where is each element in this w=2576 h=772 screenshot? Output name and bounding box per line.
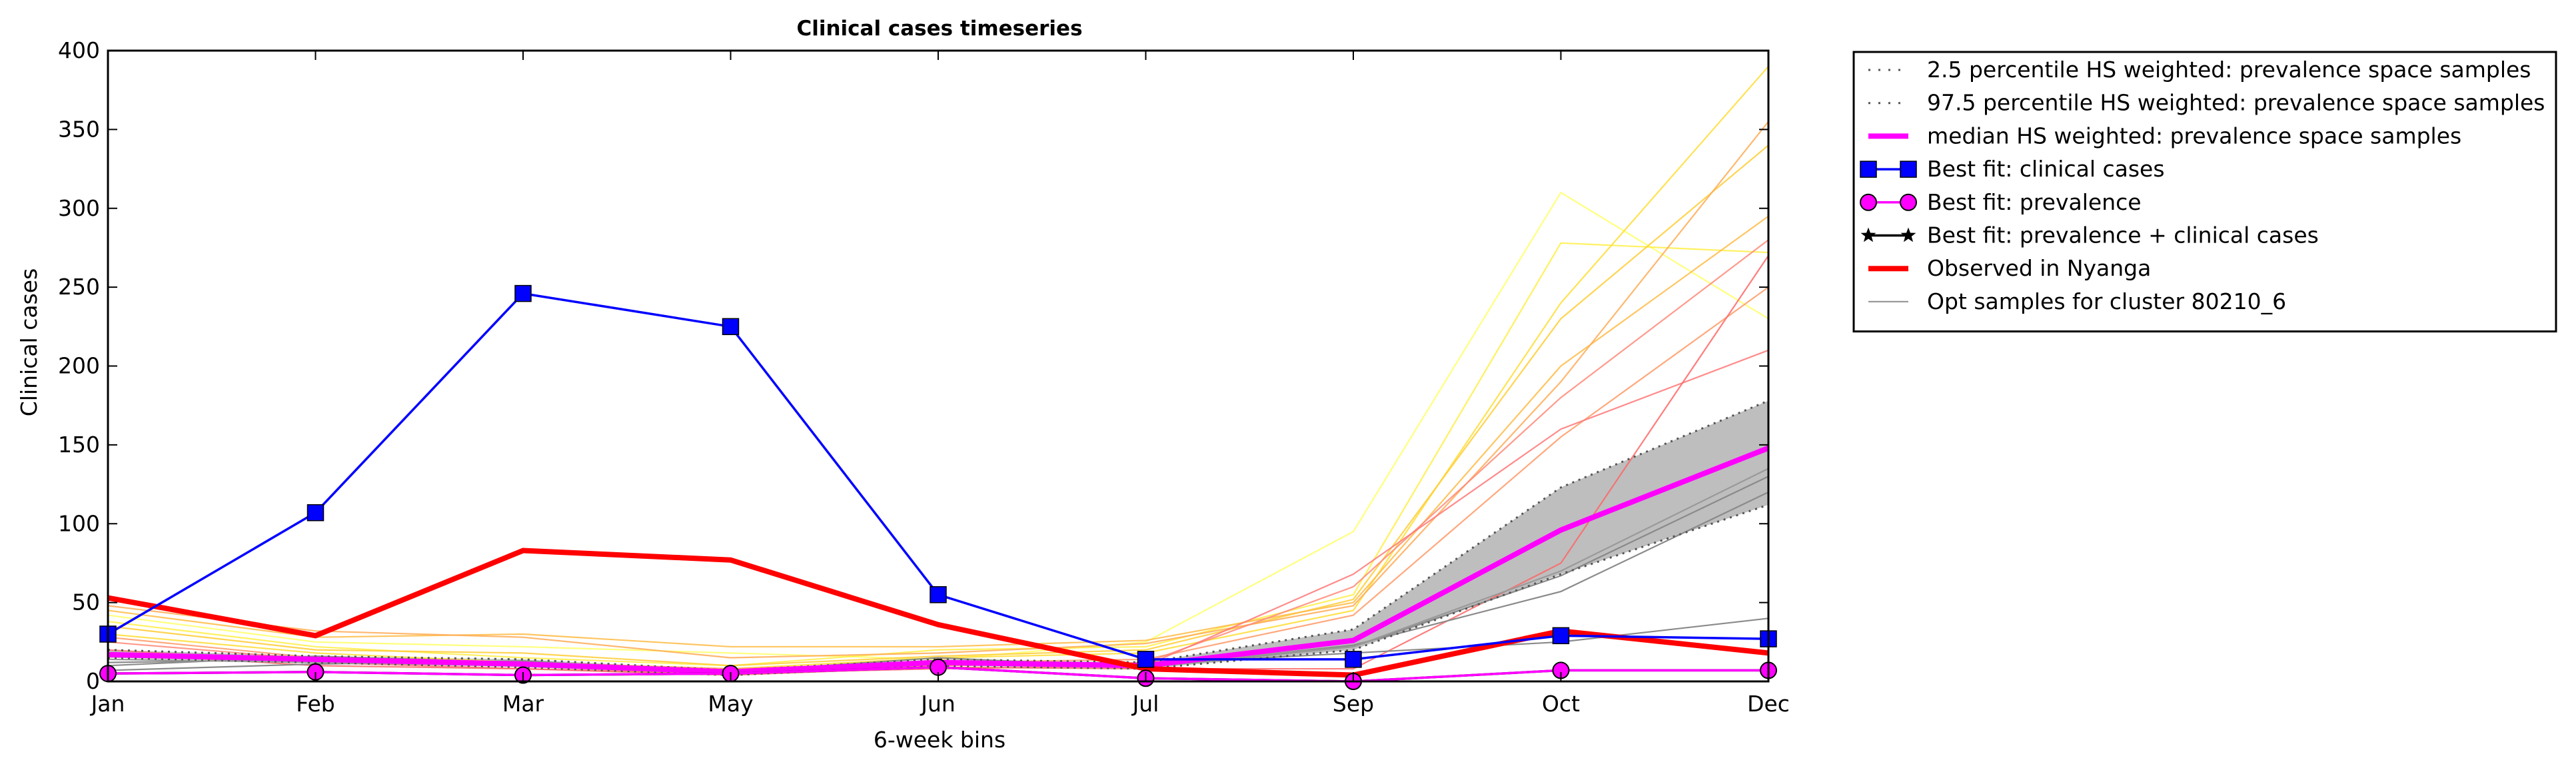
legend-marker-6-1 [1860, 227, 1876, 242]
chart-title: Clinical cases timeseries [796, 17, 1082, 41]
sample-line-colored-5 [107, 215, 1769, 648]
sample-line-colored-4 [107, 145, 1769, 667]
legend-frame [1852, 51, 2557, 333]
sample-line-colored-7 [107, 286, 1769, 670]
y-tick-label-4: 150 [58, 432, 100, 458]
marker-square-6 [1137, 651, 1155, 668]
marker-square-4 [722, 318, 740, 336]
legend-marker-4-2 [1900, 161, 1917, 178]
x-tick-label-2: Feb [296, 691, 334, 717]
y-tick-label-5: 200 [58, 353, 100, 379]
marker-square-2 [307, 504, 324, 522]
y-tick-label-9: 400 [58, 37, 100, 63]
series-line-1 [107, 504, 1769, 677]
legend-marker-6-2 [1900, 227, 1916, 242]
sample-lines-layer [107, 65, 1769, 676]
marker-square-8 [1552, 627, 1570, 645]
legend-marker-5-2 [1900, 193, 1917, 211]
y-tick-label-2: 50 [72, 589, 100, 615]
x-tick-label-9: Dec [1747, 691, 1790, 717]
x-tick-label-4: May [708, 691, 753, 717]
legend-label-6: Best fit: prevalence + clinical cases [1927, 222, 2319, 248]
legend-label-8: Opt samples for cluster 80210_6 [1927, 288, 2286, 314]
x-tick-label-5: Jun [920, 691, 956, 717]
legend-label-4: Best fit: clinical cases [1927, 156, 2165, 182]
marker-square-3 [514, 284, 532, 302]
x-tick-label-3: Mar [502, 691, 544, 717]
marker-square-7 [1345, 651, 1362, 668]
x-axis-label: 6-week bins [874, 727, 1005, 753]
legend-label-2: 97.5 percentile HS weighted: prevalence … [1927, 90, 2545, 116]
legend: 2.5 percentile HS weighted: prevalence s… [1852, 51, 2557, 333]
y-tick-label-3: 100 [58, 510, 100, 536]
sample-line-colored-10 [107, 255, 1769, 676]
series-line-7 [107, 548, 1769, 678]
legend-marker-5-1 [1860, 193, 1877, 211]
sample-line-colored-6 [107, 121, 1769, 659]
x-tick-label-1: Jan [90, 691, 125, 717]
sample-line-colored-8 [107, 239, 1769, 673]
marker-square-5 [930, 586, 947, 603]
x-tick-label-8: Oct [1542, 691, 1580, 717]
y-axis-label: Clinical cases [16, 268, 42, 417]
y-tick-label-7: 300 [58, 195, 100, 221]
legend-label-5: Best fit: prevalence [1927, 189, 2142, 215]
percentile-band [108, 400, 1768, 675]
legend-marker-4-1 [1860, 161, 1877, 178]
series-line-4 [107, 292, 1769, 661]
ticks-layer: Jan Feb Mar May Jun Jul Sep Oct Dec 0 50 100 150 200 2… [58, 37, 1790, 717]
series-layer [107, 292, 1770, 683]
legend-label-7: Observed in Nyanga [1927, 255, 2151, 281]
y-tick-label-6: 250 [58, 274, 100, 300]
x-tick-label-6: Jul [1131, 691, 1159, 717]
x-tick-label-7: Sep [1333, 691, 1374, 717]
plot-area: Jan Feb Mar May Jun Jul Sep Oct Dec 0 50 100 150 200 2… [58, 37, 1790, 717]
y-tick-label-1: 0 [86, 668, 100, 694]
percentile-band-layer [108, 400, 1768, 675]
legend-label-1: 2.5 percentile HS weighted: prevalence s… [1927, 57, 2531, 83]
legend-label-3: median HS weighted: prevalence space sam… [1927, 123, 2461, 149]
y-tick-label-8: 350 [58, 116, 100, 142]
markers-layer [99, 284, 1777, 690]
